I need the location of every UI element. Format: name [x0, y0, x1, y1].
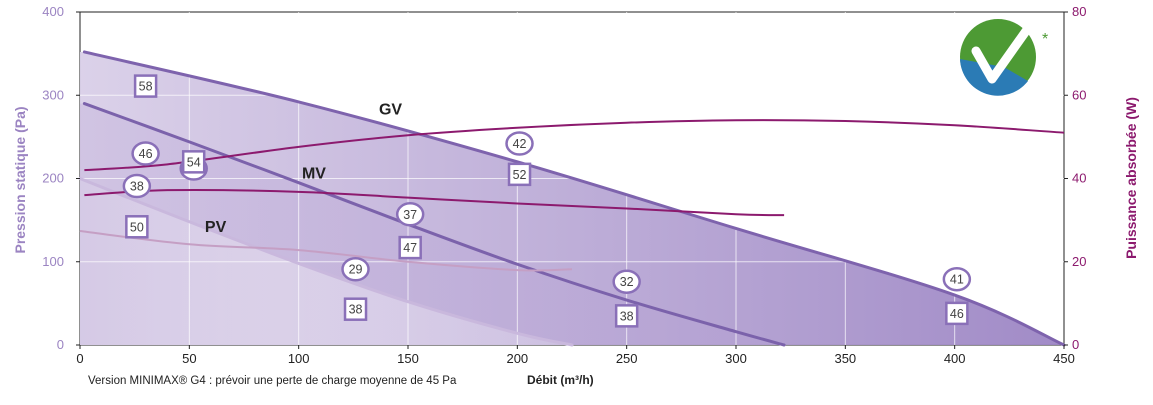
pressure-line-pv: [78, 177, 574, 347]
annotation-markers: 46584254385042523747293832384146: [122, 74, 972, 328]
marker-value: 38: [130, 179, 144, 193]
marker-value: 37: [403, 208, 417, 222]
y2-tick-label: 40: [1072, 171, 1086, 186]
power-marker: 32: [612, 269, 641, 294]
power-marker: 38: [122, 173, 152, 199]
axes: 0 50 100 150 200 250 300 350 400 4500100200300400…: [42, 4, 1086, 366]
power-marker: 29: [341, 256, 370, 282]
x-tick-label: 300: [725, 351, 747, 366]
marker-value: 42: [513, 137, 527, 151]
y2-tick-label: 80: [1072, 4, 1086, 19]
noise-marker: 38: [343, 297, 368, 321]
noise-marker: 52: [507, 162, 532, 187]
marker-value: 41: [950, 273, 964, 287]
x-tick-label: 100: [288, 351, 310, 366]
marker-value: 50: [130, 220, 144, 234]
marker-value: 54: [187, 155, 201, 169]
check-logo-icon: [960, 19, 1036, 96]
marker-value: 38: [620, 309, 634, 323]
curve-label-pv: PV: [205, 219, 227, 236]
marker-value: 52: [513, 168, 527, 182]
noise-marker: 46: [945, 301, 969, 326]
noise-marker: 58: [133, 74, 158, 98]
x-tick-label: 0: [76, 351, 83, 366]
y2-axis-title: Puissance absorbée (W): [1123, 97, 1139, 259]
power-marker: 41: [942, 266, 972, 292]
logo-asterisk: *: [1042, 31, 1048, 48]
power-line-mv: [84, 188, 785, 217]
y-tick-label: 300: [42, 87, 64, 102]
power-marker: 37: [395, 202, 425, 227]
y-tick-label: 200: [42, 171, 64, 186]
pressure-line-gv: [82, 50, 1066, 347]
x-tick-label: 50: [182, 351, 196, 366]
power-line-gv: [84, 119, 1065, 172]
power-line-pv: [79, 229, 573, 272]
curve-label-gv: GV: [379, 101, 402, 118]
x-tick-label: 150: [397, 351, 419, 366]
y2-tick-label: 20: [1072, 254, 1086, 269]
noise-marker: 50: [125, 215, 149, 239]
pressure-areas: [80, 51, 1064, 346]
x-tick-label: 250: [616, 351, 638, 366]
power-marker: 46: [131, 141, 160, 166]
curve-label-mv: MV: [302, 166, 326, 183]
y-tick-label: 100: [42, 254, 64, 269]
marker-value: 46: [139, 147, 153, 161]
x-tick-label: 350: [834, 351, 856, 366]
noise-marker: 47: [398, 235, 422, 260]
marker-value: 32: [620, 275, 634, 289]
power-marker: 42: [505, 131, 534, 156]
marker-value: 47: [403, 241, 417, 255]
x-axis-title: Débit (m³/h): [527, 373, 594, 387]
area-pv: [80, 178, 572, 345]
x-tick-label: 450: [1053, 351, 1075, 366]
marker-value: 58: [139, 80, 153, 94]
y-tick-label: 0: [57, 337, 64, 352]
marker-value: 38: [349, 303, 363, 317]
y-tick-label: 400: [42, 4, 64, 19]
marker-value: 29: [349, 263, 363, 277]
y-axis-title: Pression statique (Pa): [12, 106, 28, 253]
power-curves: [79, 119, 1065, 272]
pressure-line-mv: [82, 102, 786, 347]
noise-marker: 38: [614, 304, 639, 328]
pressure-curves: [78, 50, 1066, 347]
footnote: Version MINIMAX® G4 : prévoir une perte …: [88, 375, 457, 387]
marker-value: 46: [950, 307, 964, 321]
y2-tick-label: 0: [1072, 337, 1079, 352]
curve-labels: GV MV PV: [205, 101, 402, 235]
noise-marker: 54: [181, 150, 206, 174]
x-tick-label: 200: [506, 351, 528, 366]
x-tick-label: 400: [944, 351, 966, 366]
y2-tick-label: 60: [1072, 87, 1086, 102]
